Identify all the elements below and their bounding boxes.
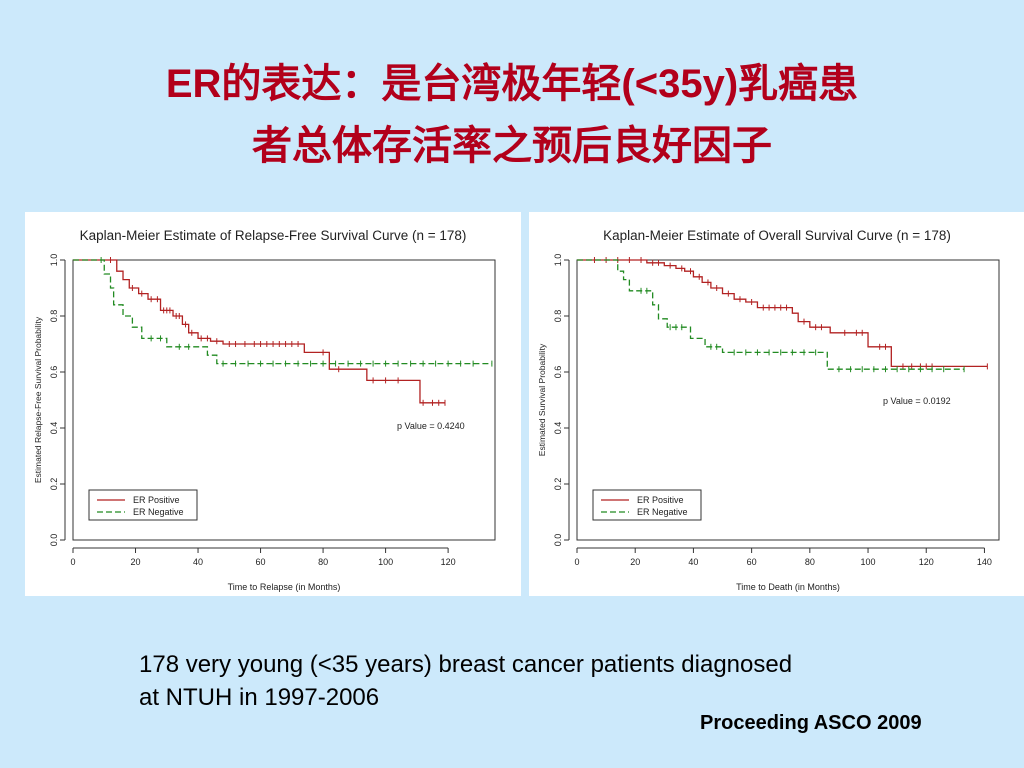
caption-line-1: 178 very young (<35 years) breast cancer…: [139, 651, 793, 678]
y-tick-label: 0.8: [49, 310, 59, 323]
x-tick-label: 100: [378, 557, 393, 567]
slide-title-line-2: 者总体存活率之预后良好因子: [252, 124, 772, 168]
er-positive-curve: [73, 259, 445, 404]
legend-box: [592, 489, 702, 521]
caption: 178 very young (<35 years) breast cancer…: [139, 648, 939, 714]
legend-box: [88, 489, 198, 521]
y-tick-label: 1.0: [49, 254, 59, 267]
y-tick-label: 0.4: [553, 422, 563, 435]
legend-label: ER Positive: [133, 495, 180, 505]
y-tick-label: 0.0: [49, 534, 59, 547]
legend-label: ER Negative: [133, 507, 184, 517]
x-tick-label: 40: [688, 557, 698, 567]
x-tick-label: 120: [441, 557, 456, 567]
p-value-annotation: p Value = 0.4240: [397, 421, 465, 431]
x-tick-label: 60: [256, 557, 266, 567]
x-tick-label: 140: [977, 557, 992, 567]
p-value-annotation: p Value = 0.0192: [883, 396, 951, 406]
x-tick-label: 20: [630, 557, 640, 567]
y-tick-label: 0.2: [49, 478, 59, 491]
er-positive-curve: [577, 259, 988, 368]
y-tick-label: 0.6: [49, 366, 59, 379]
y-tick-label: 0.4: [49, 422, 59, 435]
y-tick-label: 1.0: [553, 254, 563, 267]
relapse-free-survival-chart-svg: Kaplan-Meier Estimate of Relapse-Free Su…: [33, 228, 496, 592]
legend-label: ER Positive: [637, 495, 684, 505]
chart-title: Kaplan-Meier Estimate of Relapse-Free Su…: [80, 228, 467, 243]
source-citation: Proceeding ASCO 2009: [700, 712, 922, 734]
chart-title: Kaplan-Meier Estimate of Overall Surviva…: [603, 228, 951, 243]
legend-label: ER Negative: [637, 507, 688, 517]
legend: ER Positive ER Negative: [592, 489, 702, 521]
y-axis-label: Estimated Relapse-Free Survival Probabil…: [33, 316, 43, 483]
y-tick-label: 0.8: [553, 310, 563, 323]
x-tick-label: 120: [919, 557, 934, 567]
y-axis-label: Estimated Survival Probability: [537, 343, 547, 456]
plot-frame: [72, 259, 496, 541]
overall-survival-chart: Kaplan-Meier Estimate of Overall Surviva…: [529, 212, 1024, 596]
legend: ER Positive ER Negative: [88, 489, 198, 521]
slide-title-line-1: ER的表达：是台湾极年轻(<35y)乳癌患: [165, 62, 859, 106]
x-tick-label: 80: [318, 557, 328, 567]
x-tick-label: 100: [861, 557, 876, 567]
x-tick-label: 0: [70, 557, 75, 567]
plot-frame: [576, 259, 1000, 541]
overall-survival-chart-svg: Kaplan-Meier Estimate of Overall Surviva…: [537, 228, 1000, 592]
y-tick-label: 0.0: [553, 534, 563, 547]
x-tick-label: 0: [574, 557, 579, 567]
x-tick-label: 20: [131, 557, 141, 567]
relapse-free-survival-chart: Kaplan-Meier Estimate of Relapse-Free Su…: [25, 212, 521, 596]
x-tick-label: 80: [805, 557, 815, 567]
er-negative-curve: [577, 259, 965, 370]
x-tick-label: 60: [747, 557, 757, 567]
y-tick-label: 0.2: [553, 478, 563, 491]
er-negative-curve: [73, 259, 492, 365]
x-axis-label: Time to Relapse (in Months): [228, 582, 341, 592]
x-tick-label: 40: [193, 557, 203, 567]
x-axis-label: Time to Death (in Months): [736, 582, 840, 592]
caption-line-2: at NTUH in 1997-2006: [139, 684, 380, 711]
y-tick-label: 0.6: [553, 366, 563, 379]
